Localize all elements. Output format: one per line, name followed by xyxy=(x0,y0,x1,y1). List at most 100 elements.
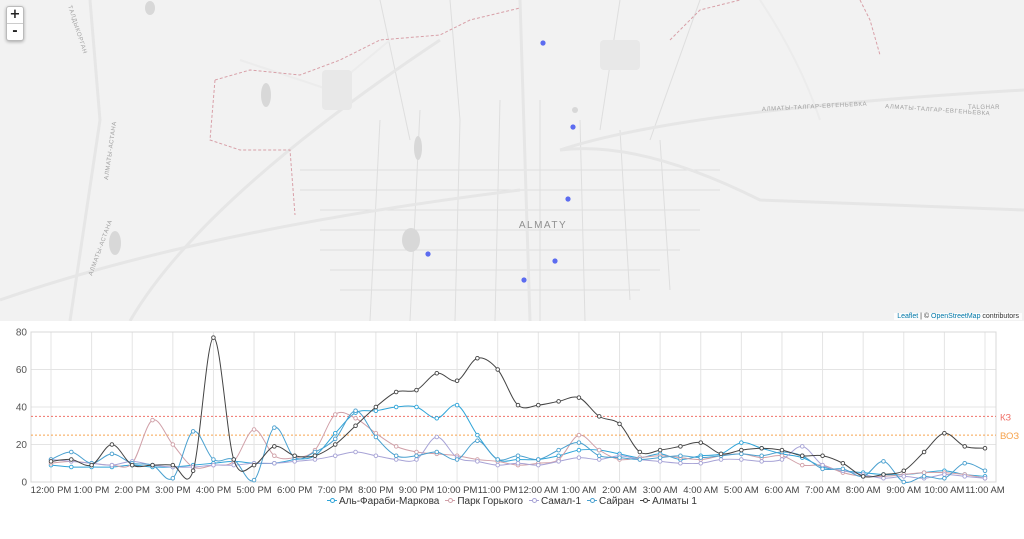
data-point[interactable] xyxy=(333,436,338,442)
series[interactable] xyxy=(48,335,988,480)
data-point[interactable] xyxy=(678,460,683,466)
data-point[interactable] xyxy=(251,427,257,432)
data-point[interactable] xyxy=(982,445,988,451)
map[interactable]: ALMATY АЛМАТЫ-ТАЛГАР-ЕВГЕНЬЕВКА АЛМАТЫ-Т… xyxy=(0,0,1024,321)
data-point[interactable] xyxy=(251,477,257,483)
data-point[interactable] xyxy=(393,453,399,458)
data-point[interactable] xyxy=(434,371,440,376)
data-point[interactable] xyxy=(373,434,379,440)
data-point[interactable] xyxy=(475,438,480,443)
data-point[interactable] xyxy=(414,449,419,455)
data-point[interactable] xyxy=(921,474,927,479)
data-point[interactable] xyxy=(393,444,399,449)
data-point[interactable] xyxy=(475,432,480,438)
data-point[interactable] xyxy=(69,457,74,462)
data-point[interactable] xyxy=(495,462,500,468)
station-marker[interactable] xyxy=(425,251,431,257)
data-point[interactable] xyxy=(617,455,622,460)
data-point[interactable] xyxy=(373,430,379,436)
data-point[interactable] xyxy=(272,453,277,458)
data-point[interactable] xyxy=(434,415,440,421)
data-point[interactable] xyxy=(48,459,54,464)
data-point[interactable] xyxy=(942,475,947,481)
data-point[interactable] xyxy=(678,453,683,458)
data-point[interactable] xyxy=(211,462,216,468)
zoom-in-button[interactable]: + xyxy=(9,7,21,22)
data-point[interactable] xyxy=(414,387,419,393)
station-marker[interactable] xyxy=(521,277,527,283)
data-point[interactable] xyxy=(718,457,724,462)
data-point[interactable] xyxy=(860,474,866,479)
data-point[interactable] xyxy=(637,457,643,462)
data-point[interactable] xyxy=(109,442,115,447)
data-point[interactable] xyxy=(150,417,155,423)
data-point[interactable] xyxy=(982,468,988,473)
data-point[interactable] xyxy=(170,442,176,447)
data-point[interactable] xyxy=(698,455,703,460)
data-point[interactable] xyxy=(312,449,318,455)
data-point[interactable] xyxy=(556,453,561,458)
data-point[interactable] xyxy=(170,475,176,481)
data-point[interactable] xyxy=(962,474,967,479)
station-marker[interactable] xyxy=(570,124,576,130)
data-point[interactable] xyxy=(576,455,582,460)
data-point[interactable] xyxy=(373,408,379,413)
data-point[interactable] xyxy=(881,472,886,477)
data-point[interactable] xyxy=(353,415,358,421)
data-point[interactable] xyxy=(353,423,358,428)
legend-item[interactable]: Парк Горького xyxy=(445,496,523,507)
data-point[interactable] xyxy=(434,449,440,455)
data-point[interactable] xyxy=(495,367,500,372)
data-point[interactable] xyxy=(211,335,216,340)
data-point[interactable] xyxy=(657,459,663,464)
data-point[interactable] xyxy=(475,356,480,361)
data-point[interactable] xyxy=(373,404,379,410)
data-point[interactable] xyxy=(414,457,419,462)
data-point[interactable] xyxy=(637,449,643,455)
data-point[interactable] xyxy=(901,479,907,485)
data-point[interactable] xyxy=(251,462,257,468)
data-point[interactable] xyxy=(333,412,338,417)
data-point[interactable] xyxy=(596,457,602,462)
data-point[interactable] xyxy=(89,462,94,468)
data-point[interactable] xyxy=(739,440,744,445)
station-markers[interactable] xyxy=(425,40,576,283)
data-point[interactable] xyxy=(739,447,744,453)
data-point[interactable] xyxy=(901,474,907,479)
data-point[interactable] xyxy=(962,444,967,449)
data-point[interactable] xyxy=(840,460,846,466)
data-point[interactable] xyxy=(393,404,399,410)
data-point[interactable] xyxy=(231,457,236,462)
data-point[interactable] xyxy=(292,453,297,458)
data-point[interactable] xyxy=(414,453,419,458)
data-point[interactable] xyxy=(475,459,480,464)
data-point[interactable] xyxy=(515,457,521,462)
data-point[interactable] xyxy=(454,402,460,408)
data-point[interactable] xyxy=(759,459,764,464)
data-point[interactable] xyxy=(779,457,785,462)
data-point[interactable] xyxy=(454,457,460,462)
data-point[interactable] xyxy=(596,414,602,419)
data-point[interactable] xyxy=(556,399,561,404)
data-point[interactable] xyxy=(739,451,744,457)
data-point[interactable] xyxy=(414,404,419,410)
data-point[interactable] xyxy=(942,430,947,436)
data-point[interactable] xyxy=(962,460,967,466)
data-point[interactable] xyxy=(373,453,379,458)
data-point[interactable] xyxy=(921,449,927,455)
data-point[interactable] xyxy=(312,453,318,458)
data-point[interactable] xyxy=(576,447,582,453)
data-point[interactable] xyxy=(576,395,582,400)
data-point[interactable] xyxy=(576,432,582,438)
data-point[interactable] xyxy=(333,453,338,458)
data-point[interactable] xyxy=(596,453,602,458)
data-point[interactable] xyxy=(820,453,825,458)
data-point[interactable] xyxy=(536,457,541,462)
data-point[interactable] xyxy=(779,447,785,453)
data-point[interactable] xyxy=(515,460,521,466)
data-point[interactable] xyxy=(698,440,703,445)
data-point[interactable] xyxy=(800,444,805,449)
data-point[interactable] xyxy=(150,462,155,468)
data-point[interactable] xyxy=(211,457,216,462)
data-point[interactable] xyxy=(556,447,561,453)
